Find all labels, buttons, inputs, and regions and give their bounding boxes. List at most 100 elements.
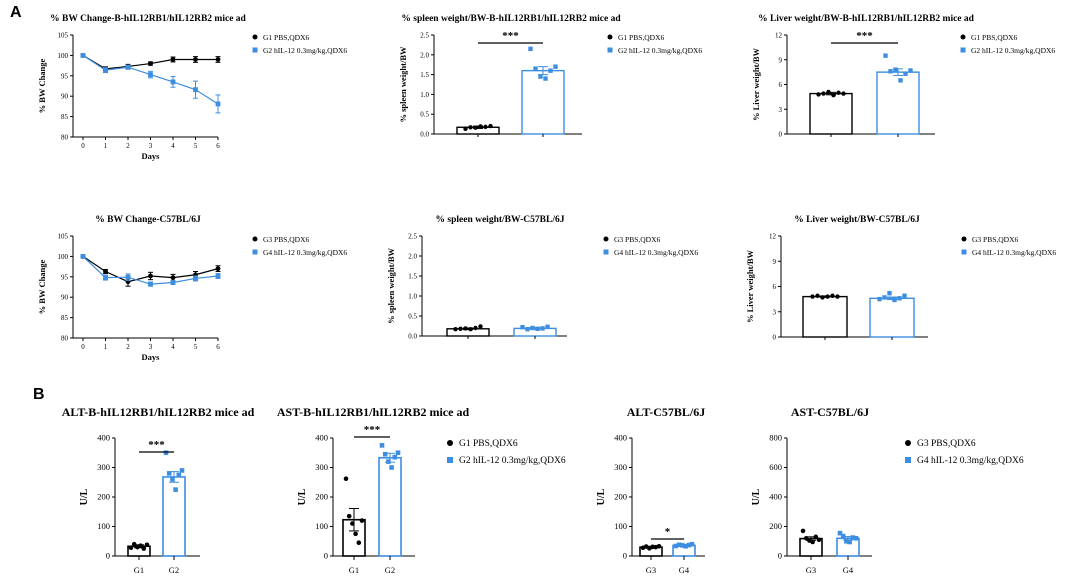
data-point-bw_c57-0: [148, 273, 153, 279]
data-point-spleen_c57-0: [468, 327, 473, 332]
data-point-ast_b-1: [389, 465, 394, 470]
significance-label-alt_b: ***: [148, 439, 165, 451]
chart-title-ast_c57: AST-C57BL/6J: [791, 405, 869, 419]
y-axis-label-liver_b: % Liver weight/BW: [751, 47, 761, 121]
y-tick-label-ast_b: 200: [315, 492, 328, 502]
y-tick-label-alt_b: 400: [97, 433, 110, 443]
x-tick-label-alt_c57: G3: [646, 565, 656, 575]
data-point-alt_c57-1: [683, 543, 688, 549]
y-tick-label-spleen_b: 1.5: [420, 71, 429, 79]
legend-label-bw_b-1: G2 hIL-12 0.3mg/kg,QDX6: [263, 46, 347, 55]
y-tick-label-liver_b: 0: [779, 131, 783, 139]
legend-marker-liver_c57-1: [961, 249, 967, 255]
data-point-ast_b-1: [379, 443, 385, 448]
y-tick-label-ast_b: 300: [315, 462, 328, 472]
legend-marker-bw_c57-1: [252, 249, 258, 255]
y-tick-label-spleen_b: 1.0: [420, 91, 429, 99]
data-point-bw_b-0: [193, 57, 198, 62]
data-point-alt_b-0: [138, 543, 143, 548]
data-point-liver_c57-0: [835, 294, 840, 299]
y-tick-label-spleen_b: 0.0: [420, 131, 429, 139]
data-point-spleen_b-1: [553, 64, 558, 69]
data-point-bw_b-1: [170, 79, 176, 85]
data-point-liver_b-0: [841, 91, 846, 96]
y-tick-label-spleen_c57: 0.5: [408, 313, 417, 321]
y-tick-label-alt_b: 100: [97, 521, 110, 531]
data-point-spleen_c57-1: [525, 327, 530, 332]
data-point-ast_b-1: [382, 451, 388, 457]
y-tick-label-alt_c57: 400: [614, 433, 627, 443]
legend-label-spleen_b-0: G1 PBS,QDX6: [618, 33, 665, 42]
data-point-alt_b-1: [179, 468, 185, 473]
y-tick-label-alt_c57: 200: [614, 492, 627, 502]
x-tick-label-bw_c57: 2: [126, 343, 130, 351]
data-point-bw_b-0: [215, 57, 221, 62]
y-tick-label-liver_c57: 9: [773, 258, 777, 266]
data-point-bw_b-0: [170, 57, 176, 62]
data-point-ast_b-1: [395, 450, 401, 456]
y-tick-label-spleen_c57: 1.0: [408, 293, 417, 301]
data-point-bw_c57-0: [215, 266, 221, 272]
data-point-ast_b-0: [359, 518, 365, 523]
legend-marker-bw_b-1: [252, 47, 258, 53]
legend-label-liver_c57-1: G4 hIL-12 0.3mg/kg,QDX6: [972, 248, 1056, 257]
chart-title-spleen_b: % spleen weight/BW-B-hIL12RB1/hIL12RB2 m…: [401, 14, 621, 24]
data-point-spleen_c57-0: [473, 325, 478, 331]
data-point-spleen_b-1: [528, 46, 533, 52]
data-point-bw_c57-1: [170, 280, 176, 285]
x-tick-label-ast_c57: G3: [806, 565, 816, 575]
x-tick-label-ast_b: G2: [385, 565, 395, 575]
data-point-liver_b-1: [908, 68, 913, 73]
y-tick-label-liver_c57: 6: [773, 283, 777, 291]
data-point-spleen_c57-0: [453, 327, 458, 332]
legend-marker-spleen_b-0: [607, 34, 613, 40]
y-tick-label-alt_c57: 300: [614, 462, 627, 472]
data-point-spleen_b-0: [463, 126, 468, 132]
legend-label-ast_c57-0: G3 PBS,QDX6: [917, 439, 976, 449]
legend-label-ast_c57-1: G4 hIL-12 0.3mg/kg,QDX6: [917, 456, 1024, 466]
legend-marker-ast_b-1: [447, 457, 453, 463]
y-tick-label-bw_c57: 105: [58, 233, 69, 241]
y-tick-label-alt_b: 200: [97, 492, 110, 502]
x-tick-label-alt_b: G2: [169, 565, 179, 575]
data-point-spleen_c57-0: [463, 326, 468, 331]
legend-marker-ast_c57-0: [905, 440, 911, 446]
data-point-liver_c57-1: [902, 293, 907, 298]
data-point-bw_b-1: [148, 72, 153, 77]
data-point-liver_b-1: [888, 69, 893, 74]
y-tick-label-bw_b: 80: [61, 134, 69, 142]
y-tick-label-bw_b: 95: [61, 72, 69, 80]
data-point-bw_c57-1: [193, 276, 198, 281]
x-tick-label-bw_b: 4: [171, 142, 175, 150]
data-point-bw_b-1: [215, 101, 221, 107]
bar-liver_b-0: [809, 92, 853, 135]
data-point-liver_c57-0: [825, 294, 830, 299]
chart-title-alt_c57: ALT-C57BL/6J: [627, 405, 705, 419]
bar-liver_b-1: [876, 71, 920, 135]
y-axis-label-bw_b: % BW Change: [37, 58, 47, 113]
data-point-liver_b-1: [898, 78, 903, 83]
data-point-spleen_b-1: [538, 74, 543, 79]
y-tick-label-spleen_c57: 0.0: [408, 333, 417, 341]
x-tick-label-alt_c57: G4: [679, 565, 690, 575]
data-point-bw_b-1: [125, 64, 131, 70]
data-point-alt_c57-1: [686, 542, 692, 548]
y-tick-label-ast_c57: 800: [769, 433, 782, 443]
y-tick-label-liver_b: 12: [775, 32, 783, 40]
legend-marker-ast_b-0: [447, 440, 453, 446]
x-axis-label-bw_c57: Days: [142, 352, 161, 362]
y-axis-label-alt_c57: U/L: [596, 488, 607, 505]
y-tick-label-bw_b: 90: [61, 93, 69, 101]
y-axis-label-ast_b: U/L: [297, 488, 308, 505]
legend-marker-spleen_b-1: [607, 47, 613, 53]
y-tick-label-alt_c57: 100: [614, 521, 627, 531]
data-point-liver_b-0: [831, 93, 836, 98]
data-point-liver_b-0: [836, 90, 841, 95]
data-point-ast_b-0: [346, 513, 352, 519]
data-point-ast_b-0: [356, 540, 362, 546]
data-point-alt_b-0: [144, 542, 150, 548]
y-tick-label-ast_b: 0: [324, 551, 328, 561]
data-point-alt_b-1: [176, 472, 182, 478]
data-point-spleen_c57-1: [530, 325, 535, 331]
y-axis-label-liver_c57: % Liver weight/BW: [745, 249, 755, 323]
